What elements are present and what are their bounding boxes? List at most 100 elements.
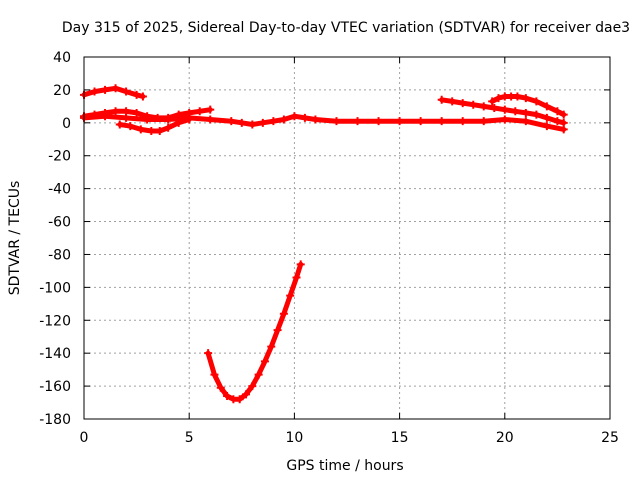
data-point <box>164 115 173 124</box>
data-point <box>136 125 145 134</box>
data-point <box>164 123 173 132</box>
data-point <box>101 85 110 94</box>
data-point <box>494 94 503 103</box>
data-point <box>248 120 257 129</box>
data-point <box>458 117 467 126</box>
x-tick-label: 10 <box>285 430 303 446</box>
data-point <box>542 102 551 111</box>
x-tick-label: 20 <box>496 430 514 446</box>
data-point <box>553 117 562 126</box>
data-point <box>500 115 509 124</box>
data-point <box>437 117 446 126</box>
data-point <box>216 383 225 392</box>
data-point <box>260 357 269 366</box>
data-point <box>542 122 551 131</box>
data-point <box>90 87 99 96</box>
data-point <box>532 97 541 106</box>
data-point <box>479 117 488 126</box>
data-point <box>542 113 551 122</box>
data-point <box>511 107 520 116</box>
data-point <box>479 102 488 111</box>
data-point <box>206 105 215 114</box>
data-point <box>254 370 263 379</box>
data-point <box>279 309 288 318</box>
series-arc-long <box>80 112 568 134</box>
data-point <box>269 117 278 126</box>
data-point <box>296 260 305 269</box>
data-point <box>559 118 568 127</box>
data-point <box>147 127 156 136</box>
x-tick-label: 25 <box>601 430 619 446</box>
data-point <box>286 291 295 300</box>
data-point <box>223 391 232 400</box>
y-tick-label: -120 <box>39 313 71 329</box>
chart-title: Day 315 of 2025, Sidereal Day-to-day VTE… <box>62 20 630 36</box>
x-axis-label: GPS time / hours <box>286 458 403 474</box>
plot-frame <box>83 56 611 420</box>
y-tick-label: 40 <box>53 50 71 66</box>
data-point <box>138 92 147 101</box>
x-tick-label: 0 <box>80 430 89 446</box>
y-tick-labels: 40 20 0 -20 -40 -60 -80 -100 -120 -140 -160 -180 <box>39 50 71 428</box>
y-tick-label: -60 <box>48 215 71 231</box>
x-tick-labels: 0 5 10 15 20 25 <box>80 430 619 446</box>
y-tick-label: -140 <box>39 346 71 362</box>
data-point <box>132 108 141 117</box>
y-tick-label: 20 <box>53 83 71 99</box>
data-point <box>258 118 267 127</box>
data-point <box>521 94 530 103</box>
series-arc-late-upper <box>437 95 568 127</box>
series-arc-deep-v <box>204 260 305 404</box>
y-tick-label: 0 <box>62 116 71 132</box>
axis-ticks <box>83 56 611 420</box>
data-point <box>448 97 457 106</box>
data-point <box>488 97 497 106</box>
series-arc-late-hump <box>488 92 568 119</box>
data-point <box>248 382 257 391</box>
data-point <box>311 115 320 124</box>
data-point <box>416 117 425 126</box>
data-point <box>111 84 120 93</box>
data-point <box>279 115 288 124</box>
data-point <box>235 395 244 404</box>
data-point <box>521 108 530 117</box>
data-point <box>126 122 135 131</box>
data-point <box>521 117 530 126</box>
data-point <box>122 113 131 122</box>
x-tick-label: 5 <box>185 430 194 446</box>
data-point <box>374 117 383 126</box>
y-tick-label: -160 <box>39 379 71 395</box>
data-point <box>204 349 213 358</box>
data-point <box>273 326 282 335</box>
series-layer <box>80 84 568 404</box>
data-point <box>143 115 152 124</box>
y-tick-label: -40 <box>48 182 71 198</box>
data-point <box>115 120 124 129</box>
y-axis-label: SDTVAR / TECUs <box>7 181 23 296</box>
data-point <box>237 118 246 127</box>
data-point <box>458 99 467 108</box>
y-tick-label: -20 <box>48 149 71 165</box>
data-point <box>101 112 110 121</box>
y-tick-label: -100 <box>39 280 71 296</box>
data-point <box>437 95 446 104</box>
x-tick-label: 15 <box>391 430 409 446</box>
data-point <box>332 117 341 126</box>
y-tick-label: -80 <box>48 247 71 263</box>
data-point <box>267 342 276 351</box>
data-point <box>111 107 120 116</box>
data-point <box>559 110 568 119</box>
series-arc-upper-left <box>80 84 147 101</box>
data-point <box>500 105 509 114</box>
series-line <box>81 113 567 132</box>
data-point <box>210 370 219 379</box>
data-point <box>300 113 309 122</box>
data-point <box>292 273 301 282</box>
data-point <box>469 100 478 109</box>
data-point <box>227 117 236 126</box>
data-point <box>395 117 404 126</box>
data-point <box>553 107 562 116</box>
data-point <box>195 107 204 116</box>
data-point <box>122 87 131 96</box>
